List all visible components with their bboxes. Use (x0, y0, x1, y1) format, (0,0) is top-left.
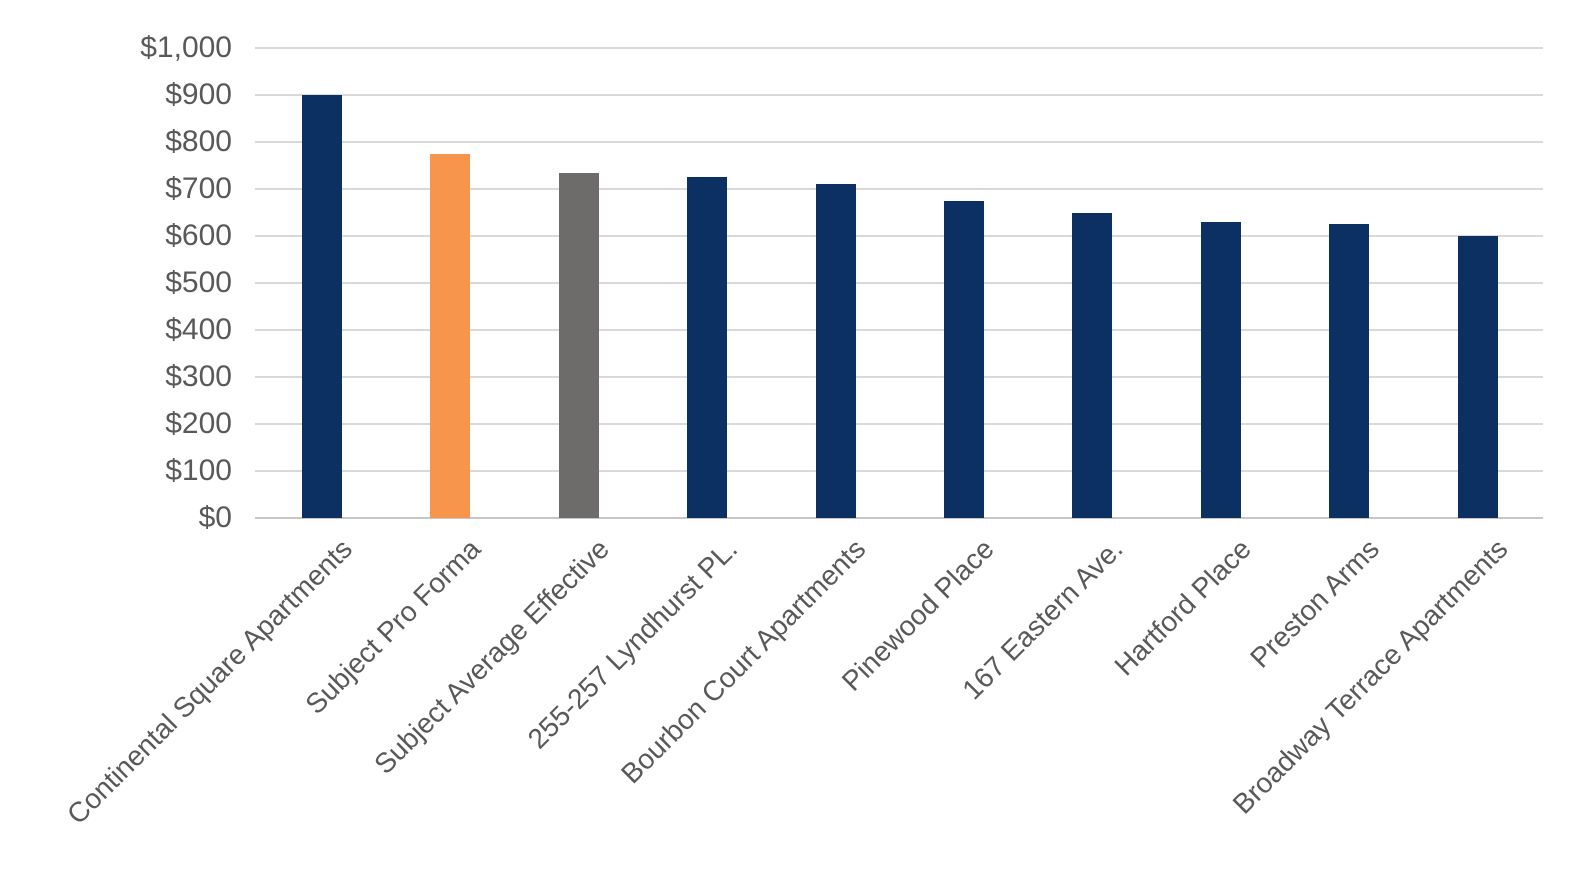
y-tick-label: $800 (165, 125, 232, 158)
bar-subject-pro-forma (430, 153, 471, 518)
bar-preston-arms (1329, 224, 1370, 518)
y-tick-label: $100 (165, 454, 232, 487)
x-axis-line (255, 517, 1543, 519)
gridline (255, 235, 1543, 237)
x-tick-label: Broadway Terrace Apartments (1226, 533, 1514, 820)
gridline (255, 282, 1543, 284)
bar-broadway-terrace-apartments (1457, 236, 1498, 518)
y-tick-label: $400 (165, 313, 232, 346)
gridline (255, 94, 1543, 96)
gridline (255, 47, 1543, 49)
bar-255-257-lyndhurst-pl (687, 177, 728, 518)
y-tick-label: $900 (165, 78, 232, 111)
bar-167-eastern-ave (1072, 212, 1113, 518)
x-tick-label: Preston Arms (1244, 533, 1386, 674)
bar-hartford-place (1200, 221, 1241, 518)
y-tick-label: $1,000 (140, 31, 232, 64)
x-tick-label: Subject Average Effective (367, 533, 615, 780)
gridline (255, 188, 1543, 190)
x-tick-label: 255-257 Lyndhurst PL. (521, 533, 744, 755)
y-tick-label: $500 (165, 266, 232, 299)
gridline (255, 141, 1543, 143)
y-tick-label: $0 (198, 501, 232, 534)
gridline (255, 376, 1543, 378)
x-tick-label: Hartford Place (1108, 533, 1257, 682)
y-tick-label: $600 (165, 219, 232, 252)
bar-subject-average-effective (558, 172, 599, 518)
gridline (255, 329, 1543, 331)
bar-pinewood-place (944, 200, 984, 518)
y-tick-label: $700 (165, 172, 232, 205)
gridline (255, 423, 1543, 425)
bar-bourbon-court-apartments (815, 184, 856, 518)
gridline (255, 470, 1543, 472)
bar-continental-square-apartments (302, 95, 342, 518)
y-tick-label: $300 (165, 360, 232, 393)
x-tick-label: Bourbon Court Apartments (615, 533, 872, 790)
y-tick-label: $200 (165, 407, 232, 440)
